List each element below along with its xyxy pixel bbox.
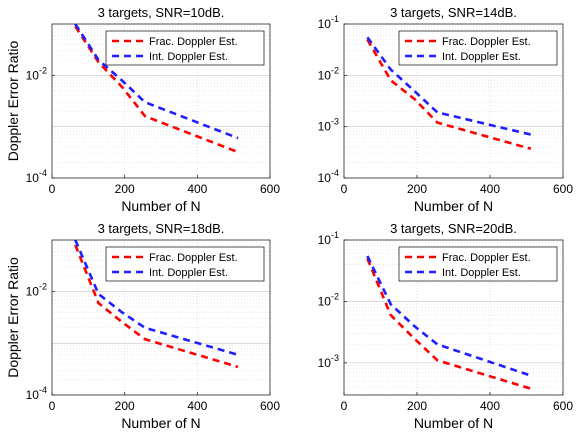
- legend-label-int-doppler: Int. Doppler Est.: [442, 267, 521, 279]
- series-int-doppler-line: [74, 240, 239, 357]
- y-tick-label: 10-4: [26, 385, 47, 402]
- x-tick-label: 600: [260, 399, 280, 413]
- legend-box: [105, 30, 265, 66]
- x-tick-label: 200: [407, 182, 427, 196]
- x-tick-label: 200: [115, 399, 135, 413]
- x-tick-label: 400: [187, 399, 207, 413]
- axes-box: [343, 23, 564, 179]
- legend: Frac. Doppler Est. Int. Doppler Est.: [398, 30, 558, 66]
- x-tick-label: 0: [49, 182, 56, 196]
- legend-label-frac-doppler: Frac. Doppler Est.: [442, 36, 531, 48]
- x-tick-label: 0: [341, 182, 348, 196]
- x-tick-label: 0: [341, 399, 348, 413]
- x-tick-label: 0: [49, 399, 56, 413]
- legend-box: [398, 30, 558, 66]
- legend: Frac. Doppler Est. Int. Doppler Est.: [398, 246, 558, 282]
- y-axis-label: Doppler Error Ratio: [5, 40, 21, 161]
- y-tick-label: 10-4: [26, 168, 47, 185]
- series-lines: [366, 36, 532, 151]
- y-tick-label: 10-2: [318, 65, 339, 82]
- legend-label-int-doppler: Int. Doppler Est.: [149, 51, 228, 63]
- legend-label-frac-doppler: Frac. Doppler Est.: [149, 252, 238, 264]
- x-axis-label: Number of N: [414, 198, 493, 214]
- legend-label-int-doppler: Int. Doppler Est.: [149, 267, 228, 279]
- chart-title: 3 targets, SNR=10dB.: [98, 5, 225, 20]
- chart-2: 0 200 400 600 10-4 10-3 10-2 10-1 3 targets, SNR…: [318, 5, 574, 214]
- legend: Frac. Doppler Est. Int. Doppler Est.: [105, 30, 265, 66]
- y-tick-label: 10-1: [318, 14, 339, 31]
- x-tick-label: 200: [115, 182, 135, 196]
- x-tick-label: 400: [480, 182, 500, 196]
- legend-label-frac-doppler: Frac. Doppler Est.: [442, 252, 531, 264]
- series-frac-doppler-line: [366, 38, 532, 151]
- chart-1: 0 200 400 600 10-4 10-2 3 targets, SNR=10dB. Nu…: [5, 5, 280, 214]
- chart-title: 3 targets, SNR=18dB.: [98, 221, 225, 236]
- legend-box: [398, 246, 558, 282]
- series-int-doppler-line: [74, 24, 239, 140]
- x-tick-label: 400: [480, 399, 500, 413]
- series-lines: [366, 255, 532, 390]
- series-lines: [74, 240, 239, 369]
- legend-label-frac-doppler: Frac. Doppler Est.: [149, 36, 238, 48]
- legend-label-int-doppler: Int. Doppler Est.: [442, 51, 521, 63]
- x-axis-label: Number of N: [121, 198, 200, 214]
- y-tick-label: 10-2: [26, 282, 47, 299]
- axes-box: [343, 239, 564, 396]
- axes-box: [51, 23, 271, 179]
- y-tick-label: 10-1: [318, 230, 339, 247]
- y-tick-label: 10-3: [318, 353, 339, 370]
- x-tick-label: 600: [260, 182, 280, 196]
- series-frac-doppler-line: [74, 244, 239, 369]
- axes-box: [51, 239, 271, 396]
- chart-4: 0 200 400 600 10-3 10-2 10-1 3 targets, SNR=20d…: [318, 221, 574, 431]
- x-tick-label: 600: [553, 182, 573, 196]
- series-frac-doppler-line: [366, 258, 532, 390]
- series-int-doppler-line: [366, 255, 532, 377]
- x-tick-label: 600: [553, 399, 573, 413]
- y-tick-label: 10-3: [318, 117, 339, 134]
- x-tick-label: 400: [187, 182, 207, 196]
- y-tick-label: 10-2: [26, 65, 47, 82]
- grid: [344, 240, 563, 395]
- grid: [344, 24, 563, 178]
- chart-3: 0 200 400 600 10-4 10-2 3 targets, SNR=18dB. Nu…: [5, 221, 280, 431]
- legend-box: [105, 246, 265, 282]
- legend: Frac. Doppler Est. Int. Doppler Est.: [105, 246, 265, 282]
- y-tick-label: 10-2: [318, 291, 339, 308]
- chart-title: 3 targets, SNR=20dB.: [390, 221, 517, 236]
- series-int-doppler-line: [366, 36, 532, 136]
- x-axis-label: Number of N: [121, 415, 200, 431]
- x-tick-label: 200: [407, 399, 427, 413]
- chart-title: 3 targets, SNR=14dB.: [390, 5, 517, 20]
- y-axis-label: Doppler Error Ratio: [5, 257, 21, 378]
- y-tick-label: 10-4: [318, 168, 339, 185]
- series-lines: [74, 24, 239, 154]
- x-axis-label: Number of N: [414, 415, 493, 431]
